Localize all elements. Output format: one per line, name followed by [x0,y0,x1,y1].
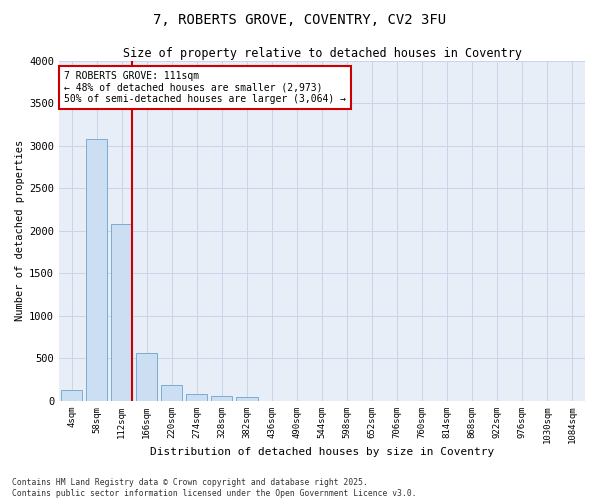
Title: Size of property relative to detached houses in Coventry: Size of property relative to detached ho… [122,48,521,60]
Bar [86,139,107,401]
X-axis label: Distribution of detached houses by size in Coventry: Distribution of detached houses by size … [150,448,494,458]
Bar [211,396,232,401]
Bar [111,224,132,401]
Y-axis label: Number of detached properties: Number of detached properties [15,140,25,322]
Bar [186,394,208,401]
Text: Contains HM Land Registry data © Crown copyright and database right 2025.
Contai: Contains HM Land Registry data © Crown c… [12,478,416,498]
Text: 7 ROBERTS GROVE: 111sqm
← 48% of detached houses are smaller (2,973)
50% of semi: 7 ROBERTS GROVE: 111sqm ← 48% of detache… [64,70,346,104]
Bar [161,384,182,401]
Bar [136,353,157,401]
Bar [236,397,257,401]
Bar [61,390,82,401]
Text: 7, ROBERTS GROVE, COVENTRY, CV2 3FU: 7, ROBERTS GROVE, COVENTRY, CV2 3FU [154,12,446,26]
